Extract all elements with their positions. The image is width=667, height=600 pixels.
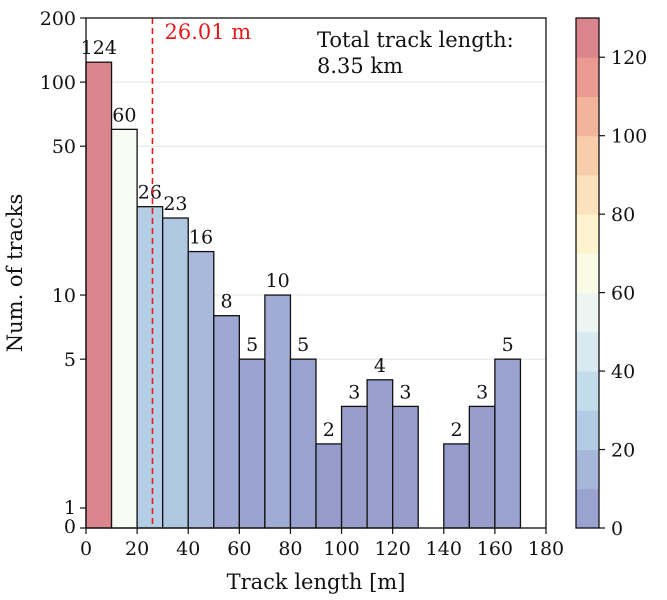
histogram-bar bbox=[315, 443, 343, 529]
bar-value-label: 16 bbox=[189, 227, 213, 249]
histogram-bar bbox=[366, 379, 394, 529]
histogram-bar bbox=[85, 61, 113, 529]
bar-value-label: 3 bbox=[399, 381, 411, 403]
histogram-bar bbox=[213, 315, 240, 529]
bar-value-label: 5 bbox=[246, 334, 258, 356]
bar-value-label: 8 bbox=[221, 291, 233, 313]
colorbar-band bbox=[576, 449, 599, 490]
x-tick-label: 100 bbox=[323, 538, 359, 560]
histogram-bar bbox=[392, 405, 419, 529]
bar-value-label: 5 bbox=[502, 334, 514, 356]
colorbar-band bbox=[576, 57, 599, 97]
y-axis: 01 5 10 50 100 200 bbox=[40, 8, 86, 538]
colorbar-frame bbox=[575, 17, 600, 529]
colorbar-band bbox=[576, 292, 599, 333]
colorbar: 0 20 40 60 80 100 120 bbox=[575, 17, 647, 540]
bar-value-label: 3 bbox=[476, 381, 488, 403]
x-axis-title: Track length [m] bbox=[227, 570, 406, 594]
histogram-bar bbox=[443, 443, 470, 529]
reference-line-label: 26.01 m bbox=[164, 20, 251, 44]
colorbar-band bbox=[576, 371, 599, 411]
y-tick-label: 5 bbox=[64, 349, 76, 371]
bar-value-label: 2 bbox=[323, 419, 335, 441]
colorbar-band bbox=[576, 253, 599, 294]
colorbar-ticks: 0 20 40 60 80 100 120 bbox=[599, 47, 647, 540]
histogram-bar bbox=[494, 358, 522, 529]
histogram-bar bbox=[110, 128, 138, 529]
bar-value-label: 26 bbox=[138, 182, 162, 204]
colorbar-band bbox=[576, 488, 599, 529]
histogram-bar bbox=[340, 405, 368, 529]
total-length-annotation: Total track length: 8.35 km bbox=[317, 28, 520, 78]
colorbar-tick-label: 80 bbox=[611, 204, 635, 226]
histogram-bar bbox=[289, 358, 317, 529]
colorbar-band bbox=[576, 410, 599, 451]
x-tick-label: 20 bbox=[125, 538, 149, 560]
y-axis-title: Num. of tracks bbox=[3, 194, 27, 353]
x-tick-label: 80 bbox=[278, 538, 302, 560]
histogram-bar bbox=[264, 294, 292, 529]
colorbar-band bbox=[576, 174, 599, 215]
x-tick-label: 160 bbox=[477, 538, 513, 560]
x-tick-label: 140 bbox=[426, 538, 462, 560]
x-tick-label: 180 bbox=[528, 538, 564, 560]
colorbar-tick-label: 40 bbox=[611, 361, 635, 383]
y-tick-label: 200 bbox=[40, 8, 76, 30]
histogram-bar bbox=[162, 217, 189, 529]
colorbar-tick-label: 100 bbox=[611, 126, 647, 148]
annotation-line-1: Total track length: bbox=[317, 28, 514, 52]
bar-value-label: 60 bbox=[112, 104, 136, 126]
colorbar-tick-label: 20 bbox=[611, 440, 635, 462]
y-tick-label: 1 bbox=[64, 497, 76, 519]
colorbar-bands bbox=[576, 18, 599, 529]
histogram-bar bbox=[136, 206, 164, 529]
colorbar-tick-label: 0 bbox=[611, 518, 623, 540]
x-axis: 0 20 40 60 80 100 120 140 160 180 bbox=[80, 528, 564, 560]
bar-value-label: 5 bbox=[297, 334, 309, 356]
colorbar-band bbox=[576, 96, 599, 137]
reference-line: 26.01 m bbox=[151, 18, 251, 528]
colorbar-band bbox=[576, 18, 599, 58]
bar-value-label: 124 bbox=[81, 37, 117, 59]
colorbar-band bbox=[576, 214, 599, 254]
x-tick-label: 0 bbox=[80, 538, 92, 560]
y-tick-label: 0 bbox=[64, 516, 76, 538]
y-tick-label: 100 bbox=[40, 72, 76, 94]
x-tick-label: 120 bbox=[375, 538, 411, 560]
annotation-line-2: 8.35 km bbox=[317, 54, 403, 78]
histogram-bar bbox=[187, 250, 215, 529]
bar-value-label: 4 bbox=[374, 355, 386, 377]
colorbar-tick-label: 120 bbox=[611, 47, 647, 69]
bar-value-label: 10 bbox=[266, 270, 290, 292]
histogram-bar bbox=[468, 405, 496, 529]
x-tick-label: 60 bbox=[227, 538, 251, 560]
y-tick-label: 50 bbox=[52, 136, 76, 158]
colorbar-tick-label: 60 bbox=[611, 283, 635, 305]
bar-value-label: 2 bbox=[451, 419, 463, 441]
colorbar-band bbox=[576, 135, 599, 176]
plot-frame bbox=[85, 17, 547, 529]
colorbar-band bbox=[576, 331, 599, 372]
x-tick-label: 40 bbox=[176, 538, 200, 560]
histogram-bar bbox=[238, 358, 266, 529]
bar-value-label: 3 bbox=[348, 381, 360, 403]
bar-value-label: 23 bbox=[163, 193, 187, 215]
y-tick-label: 10 bbox=[52, 285, 76, 307]
